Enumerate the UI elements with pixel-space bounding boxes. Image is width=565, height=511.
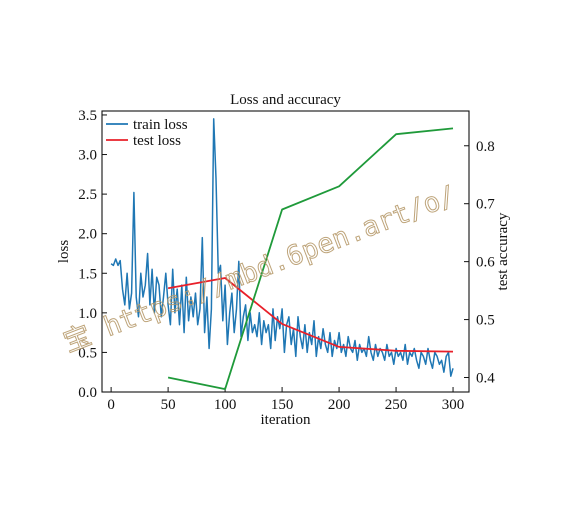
watermark-text: 宝 https://mbd.6pen.art/o/ (59, 180, 460, 358)
plot-area (101, 110, 470, 393)
train-loss-line (110, 118, 454, 377)
chart-title: Loss and accuracy (230, 92, 341, 108)
y-tick-label: 3.0 (78, 148, 97, 164)
y2-tick-label: 0.7 (476, 197, 495, 213)
left-y-axis-label: loss (56, 240, 72, 264)
x-tick-label: 0 (107, 397, 115, 413)
x-tick-label: 50 (161, 397, 176, 413)
y2-tick-label: 0.8 (476, 139, 495, 155)
x-axis-label: iteration (261, 412, 311, 428)
test-loss-line (167, 277, 454, 353)
x-tick-label: 100 (214, 397, 237, 413)
x-tick-label: 300 (442, 397, 465, 413)
x-axis: 0 50 100 150 200 250 300 (107, 387, 464, 413)
test-accuracy-line (167, 127, 454, 391)
x-tick-label: 150 (271, 397, 294, 413)
y-tick-label: 1.5 (78, 266, 97, 282)
y-tick-label: 2.0 (78, 227, 97, 243)
legend-label-test-loss: test loss (133, 133, 181, 149)
right-y-axis: 0.4 0.5 0.6 0.7 0.8 (464, 139, 495, 387)
left-y-axis: 0.0 0.5 1.0 1.5 2.0 2.5 3.0 3.5 (78, 108, 107, 401)
x-tick-label: 200 (328, 397, 351, 413)
right-y-axis-label: test accuracy (495, 212, 511, 290)
x-tick-label: 250 (385, 397, 408, 413)
y-tick-label: 1.0 (78, 306, 97, 322)
y2-tick-label: 0.5 (476, 313, 495, 329)
plot-frame (101, 110, 470, 393)
y-tick-label: 3.5 (78, 108, 97, 124)
series-layer (110, 118, 454, 391)
y-tick-label: 0.5 (78, 345, 97, 361)
y2-tick-label: 0.4 (476, 371, 495, 387)
y-tick-label: 0.0 (78, 385, 97, 401)
y-tick-label: 2.5 (78, 187, 97, 203)
legend-label-train-loss: train loss (133, 117, 188, 133)
y2-tick-label: 0.6 (476, 255, 495, 271)
